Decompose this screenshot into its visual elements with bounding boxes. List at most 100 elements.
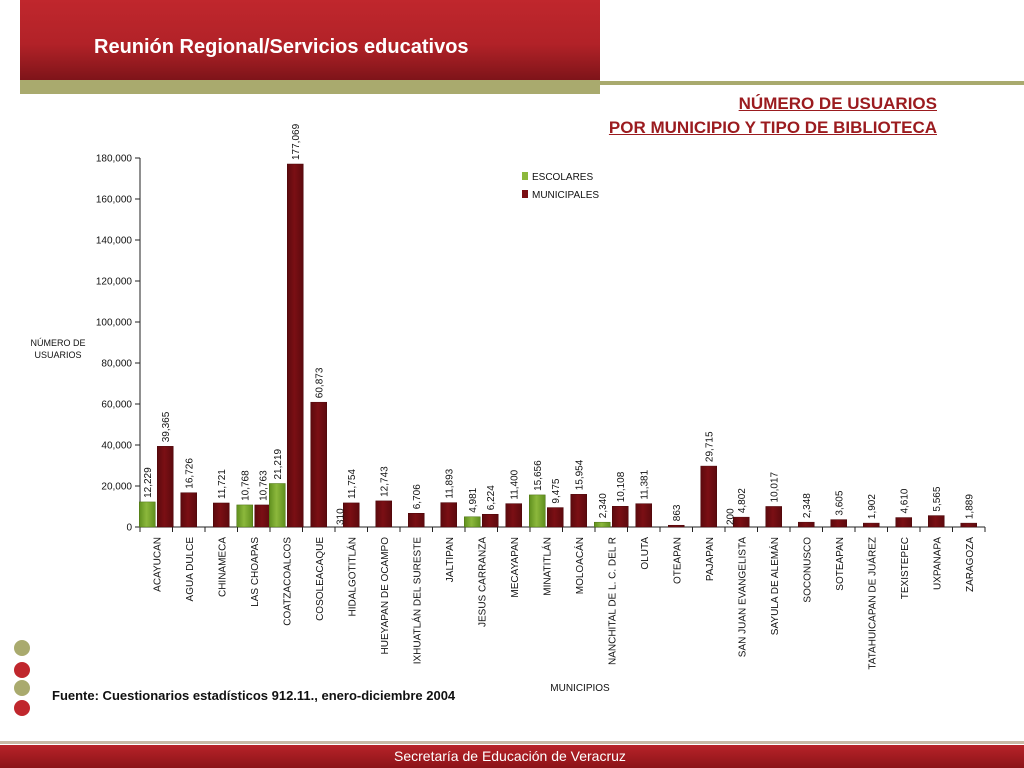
bar-municipales-agua-dulce <box>180 492 197 528</box>
bar-municipales-coatzacoalcos <box>287 163 304 528</box>
x-axis-title: MUNICIPIOS <box>550 683 610 694</box>
footer-text: Secretaría de Educación de Veracruz <box>394 748 626 764</box>
x-tick-label-soconusco: SOCONUSCO <box>802 537 813 603</box>
header-accent-bar <box>20 80 600 94</box>
bar-municipales-soteapan <box>830 519 847 528</box>
x-tick-label-chinameca: CHINAMECA <box>217 537 228 597</box>
bar-municipales-hueyapan-de-ocampo <box>375 500 392 528</box>
data-label-municipales-moloacan: 15,954 <box>574 459 585 490</box>
x-tick-label-tatahuicapan-de-juarez: TATAHUICAPAN DE JUÁREZ <box>865 537 878 670</box>
y-axis-title: NÚMERO DE <box>30 338 85 348</box>
data-label-municipales-chinameca: 11,721 <box>217 469 228 499</box>
y-tick-label: 100,000 <box>96 318 133 329</box>
x-tick-label-oteapan: OTEAPAN <box>672 537 683 584</box>
data-label-municipales-hueyapan-de-ocampo: 12,743 <box>379 466 390 497</box>
bar-municipales-texistepec <box>895 517 912 528</box>
x-tick-label-acayucan: ACAYUCAN <box>152 537 163 592</box>
data-label-escolares-nanchital-de-l-c-del-r: 2,340 <box>598 493 609 518</box>
data-label-municipales-mecayapan: 11,400 <box>509 469 520 499</box>
x-tick-label-las-choapas: LAS CHOAPAS <box>250 537 261 607</box>
x-tick-label-soteapan: SOTEAPAN <box>835 537 846 591</box>
x-tick-label-moloacan: MOLOACÁN <box>573 537 586 594</box>
data-label-municipales-oluta: 11,381 <box>639 469 650 499</box>
legend-label-escolares: ESCOLARES <box>532 172 593 183</box>
y-tick-label: 20,000 <box>101 482 132 493</box>
data-label-extra-hidalgotitlan: 310 <box>335 508 346 525</box>
x-tick-label-san-juan-evangelista: SAN JUAN EVANGELISTA <box>737 537 748 658</box>
bar-municipales-cosoleacaque <box>310 401 327 528</box>
data-label-municipales-nanchital-de-l-c-del-r: 10,108 <box>616 471 627 502</box>
y-tick-label: 180,000 <box>96 154 133 165</box>
data-label-municipales-zaragoza: 1,889 <box>964 494 975 519</box>
data-label-municipales-acayucan: 39,365 <box>161 411 172 442</box>
x-tick-label-ixhuatlan-del-sureste: IXHUATLÁN DEL SURESTE <box>410 537 423 665</box>
data-label-municipales-cosoleacaque: 60,873 <box>314 367 325 398</box>
x-tick-label-mecayapan: MECAYAPAN <box>510 537 521 598</box>
bar-municipales-nanchital-de-l-c-del-r <box>612 506 629 528</box>
y-tick-label: 60,000 <box>101 400 132 411</box>
bar-municipales-tatahuicapan-de-juarez <box>863 522 880 528</box>
data-label-municipales-san-juan-evangelista: 4,802 <box>737 488 748 513</box>
bar-municipales-mecayapan <box>505 503 522 528</box>
x-tick-label-pajapan: PAJAPAN <box>705 537 716 581</box>
data-label-municipales-soteapan: 3,605 <box>834 490 845 515</box>
bar-escolares-nanchital-de-l-c-del-r <box>594 521 611 528</box>
data-label-municipales-jesus-carranza: 6,224 <box>486 485 497 510</box>
x-tick-label-oluta: OLUTA <box>640 537 651 570</box>
data-label-escolares-coatzacoalcos: 21,219 <box>273 448 284 479</box>
bar-municipales-hidalgotitlan <box>343 502 360 528</box>
x-tick-label-sayula-de-aleman: SAYULA DE ALEMÁN <box>768 537 781 635</box>
bullet-dot-red-2 <box>14 700 30 716</box>
header-accent-line <box>600 81 1024 85</box>
data-label-municipales-las-choapas: 10,763 <box>258 470 269 501</box>
data-label-municipales-tatahuicapan-de-juarez: 1,902 <box>867 494 878 519</box>
bar-municipales-sayula-de-aleman <box>765 506 782 528</box>
data-label-municipales-texistepec: 4,610 <box>899 488 910 513</box>
chart-title: NÚMERO DE USUARIOS POR MUNICIPIO Y TIPO … <box>609 92 937 140</box>
data-label-escolares-jesus-carranza: 4,981 <box>468 487 479 512</box>
x-tick-label-agua-dulce: AGUA DULCE <box>185 537 196 602</box>
y-axis-title: USUARIOS <box>34 350 81 360</box>
bullet-dot-olive-1 <box>14 640 30 656</box>
data-label-municipales-jaltipan: 11,893 <box>444 468 455 498</box>
bar-municipales-minatitlan <box>547 507 564 528</box>
x-tick-label-cosoleacaque: COSOLEACAQUE <box>315 537 326 621</box>
bar-municipales-jaltipan <box>440 502 457 528</box>
data-label-escolares-las-choapas: 10,768 <box>240 470 251 501</box>
bar-municipales-las-choapas <box>254 504 271 528</box>
legend-swatch-municipales <box>522 190 528 198</box>
bar-municipales-moloacan <box>570 494 587 528</box>
data-label-municipales-ixhuatlan-del-sureste: 6,706 <box>412 484 423 509</box>
data-label-municipales-oteapan: 863 <box>672 504 683 521</box>
data-label-municipales-agua-dulce: 16,726 <box>184 458 195 489</box>
footer-band <box>0 745 1024 768</box>
bullet-dot-red-1 <box>14 662 30 678</box>
y-tick-label: 120,000 <box>96 277 133 288</box>
data-label-escolares-acayucan: 12,229 <box>143 467 154 498</box>
bar-municipales-jesus-carranza <box>482 513 499 528</box>
bar-escolares-las-choapas <box>236 504 253 528</box>
data-label-escolares-minatitlan: 15,656 <box>533 460 544 491</box>
bar-municipales-uxpanapa <box>928 515 945 528</box>
legend-label-municipales: MUNICIPALES <box>532 190 599 201</box>
bar-escolares-acayucan <box>139 501 156 528</box>
y-tick-label: 140,000 <box>96 236 133 247</box>
x-tick-label-uxpanapa: UXPANAPA <box>932 537 943 590</box>
x-tick-label-hidalgotitlan: HIDALGOTITLÁN <box>345 537 358 616</box>
bar-escolares-minatitlan <box>529 494 546 528</box>
data-label-extra-san-juan-evangelista: 200 <box>725 508 736 525</box>
bar-municipales-soconusco <box>798 521 815 528</box>
data-label-municipales-coatzacoalcos: 177,069 <box>291 123 302 160</box>
x-tick-label-jaltipan: JALTIPAN <box>445 537 456 582</box>
x-tick-label-zaragoza: ZARAGOZA <box>965 537 976 592</box>
bar-municipales-oluta <box>635 503 652 528</box>
x-tick-label-minatitlan: MINATITLÁN <box>540 537 553 596</box>
data-label-municipales-minatitlan: 9,475 <box>551 478 562 503</box>
bar-escolares-jesus-carranza <box>464 516 481 528</box>
page-title: Reunión Regional/Servicios educativos <box>94 36 469 58</box>
y-tick-label: 80,000 <box>101 359 132 370</box>
x-tick-label-texistepec: TEXISTEPEC <box>900 537 911 599</box>
legend-swatch-escolares <box>522 172 528 180</box>
bar-municipales-san-juan-evangelista <box>733 516 750 528</box>
